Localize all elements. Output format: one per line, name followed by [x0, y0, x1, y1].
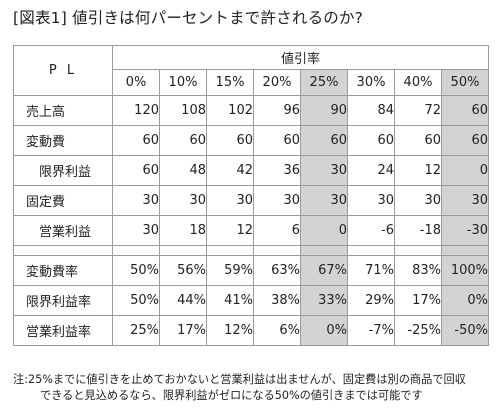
table-cell: -18 [394, 215, 442, 246]
discount-column-header: 10% [159, 69, 207, 96]
table-cell: 30 [440, 185, 490, 216]
table-cell: -7% [347, 315, 395, 346]
table-cell: -30 [440, 215, 490, 246]
table-cell: 12% [206, 315, 254, 346]
discount-column-header: 15% [206, 69, 254, 96]
table-cell: 30 [206, 185, 254, 216]
table-cell: 24 [347, 155, 395, 186]
table-cell: 0% [300, 315, 348, 346]
table-cell: 36 [253, 155, 301, 186]
discount-column-header: 0% [112, 69, 160, 96]
table-cell: 30 [159, 185, 207, 216]
table-cell: 30 [300, 185, 348, 216]
table-cell: 56% [159, 255, 207, 286]
table-cell: 90 [300, 95, 348, 126]
table-cell: 25% [112, 315, 160, 346]
table-cell: 67% [300, 255, 348, 286]
pl-table: P L 値引率 0% 10% 15% 20% 25% 30% 40% 50% 売上高 120 10… [13, 45, 490, 346]
table-cell: 100% [440, 255, 490, 286]
section-separator [13, 245, 490, 256]
table-cell: 60 [253, 125, 301, 156]
table-cell: 60 [159, 125, 207, 156]
figure-title: [図表1] 値引きは何パーセントまで許されるのか? [13, 9, 364, 27]
table-cell: 50% [112, 255, 160, 286]
table-row: 営業利益 30 18 12 6 0 -6 -18 -30 [13, 215, 490, 246]
footnote-line-1: 注:25%までに値引きを止めておかないと営業利益は出ませんが、固定費は別の商品で… [13, 373, 466, 386]
table-cell: 60 [300, 125, 348, 156]
table-cell: 41% [206, 285, 254, 316]
table-cell: 30 [112, 185, 160, 216]
group-header-row: P L 値引率 [13, 45, 490, 96]
table-cell: 120 [112, 95, 160, 126]
discount-column-header: 25% [300, 69, 348, 96]
table-cell: 6% [253, 315, 301, 346]
table-cell: 18 [159, 215, 207, 246]
table-cell: 0% [440, 285, 490, 316]
table-cell: 50% [112, 285, 160, 316]
table-cell: 83% [394, 255, 442, 286]
table-cell: 30 [300, 155, 348, 186]
table-cell: 102 [206, 95, 254, 126]
table-cell: 30 [253, 185, 301, 216]
table-cell: 60 [112, 125, 160, 156]
pl-header: P L [13, 45, 113, 96]
table-cell: 44% [159, 285, 207, 316]
discount-column-header: 20% [253, 69, 301, 96]
row-label: 固定費 [13, 185, 113, 216]
table-cell: 30 [394, 185, 442, 216]
table-cell: 96 [253, 95, 301, 126]
column-header-row: 0% 10% 15% 20% 25% 30% 40% 50% [14, 69, 490, 96]
row-label: 限界利益 [13, 155, 113, 186]
table-cell: -25% [394, 315, 442, 346]
table-cell: 84 [347, 95, 395, 126]
table-row: 限界利益 60 48 42 36 30 24 12 0 [13, 155, 490, 186]
footnote-line-2: できると見込めるなら、限界利益がゼロになる50%の値引きまでは可能です [40, 389, 423, 402]
table-cell: 29% [347, 285, 395, 316]
table-cell: 17% [159, 315, 207, 346]
row-label: 変動費率 [13, 255, 113, 286]
discount-column-header: 40% [394, 69, 442, 96]
table-cell: 30 [112, 215, 160, 246]
table-cell: 12 [394, 155, 442, 186]
table-cell: 60 [440, 125, 490, 156]
table-cell: 60 [440, 95, 490, 126]
table-cell: 30 [347, 185, 395, 216]
discount-column-header: 50% [440, 69, 490, 96]
table-row: 固定費 30 30 30 30 30 30 30 30 [13, 185, 490, 216]
table-cell: 72 [394, 95, 442, 126]
table-cell: 12 [206, 215, 254, 246]
row-label: 変動費 [13, 125, 113, 156]
discount-rate-header: 値引率 [111, 45, 490, 70]
table-cell: 60 [112, 155, 160, 186]
table-row: 営業利益率 25% 17% 12% 6% 0% -7% -25% -50% [13, 315, 490, 346]
table-cell: 0 [300, 215, 348, 246]
table-cell: 59% [206, 255, 254, 286]
row-label: 限界利益率 [13, 285, 113, 316]
table-row: 売上高 120 108 102 96 90 84 72 60 [13, 95, 490, 126]
table-cell: 60 [206, 125, 254, 156]
table-cell: 33% [300, 285, 348, 316]
table-cell: 60 [394, 125, 442, 156]
row-label: 営業利益 [13, 215, 113, 246]
row-label: 売上高 [13, 95, 113, 126]
table-cell: 71% [347, 255, 395, 286]
row-label: 営業利益率 [13, 315, 113, 346]
table-cell: -6 [347, 215, 395, 246]
table-cell: 48 [159, 155, 207, 186]
discount-column-header: 30% [347, 69, 395, 96]
table-cell: 0 [440, 155, 490, 186]
table-cell: 42 [206, 155, 254, 186]
table-row: 限界利益率 50% 44% 41% 38% 33% 29% 17% 0% [13, 285, 490, 316]
footnote: 注:25%までに値引きを止めておかないと営業利益は出ませんが、固定費は別の商品で… [13, 372, 491, 404]
table-cell: 60 [347, 125, 395, 156]
table-cell: -50% [440, 315, 490, 346]
table-cell: 63% [253, 255, 301, 286]
table-cell: 6 [253, 215, 301, 246]
table-cell: 17% [394, 285, 442, 316]
table-cell: 108 [159, 95, 207, 126]
table-row: 変動費 60 60 60 60 60 60 60 60 [13, 125, 490, 156]
table-row: 変動費率 50% 56% 59% 63% 67% 71% 83% 100% [13, 255, 490, 286]
table-cell: 38% [253, 285, 301, 316]
